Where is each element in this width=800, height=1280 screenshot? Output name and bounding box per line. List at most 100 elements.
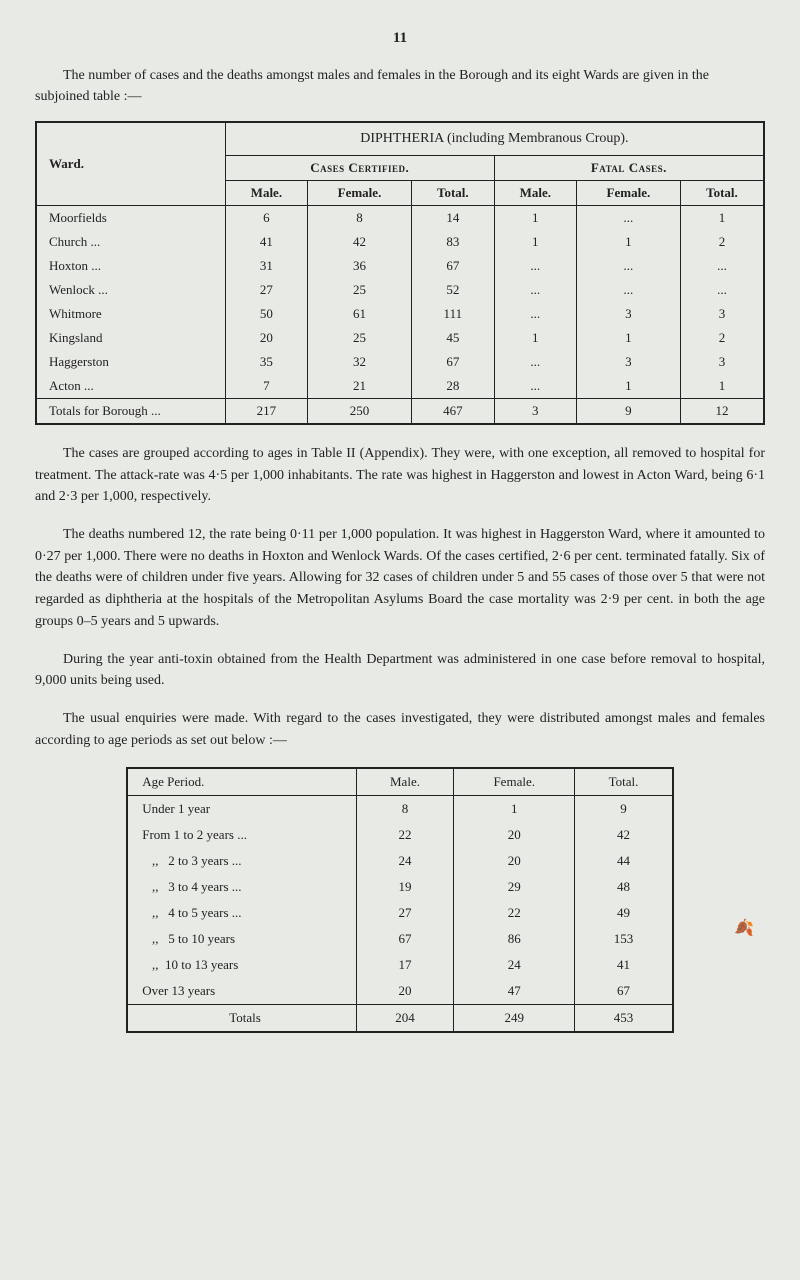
age-data-cell: 44 <box>575 848 673 874</box>
age-total-cell: 249 <box>454 1005 575 1033</box>
paragraph: The deaths numbered 12, the rate being 0… <box>35 524 765 632</box>
data-cell: ... <box>494 350 576 374</box>
ward-cell: Kingsland <box>36 326 225 350</box>
col-male: Male. <box>494 181 576 206</box>
age-data-cell: 24 <box>454 952 575 978</box>
data-cell: 2 <box>680 326 764 350</box>
table-row: Moorfields68141...1 <box>36 206 764 231</box>
paragraph: During the year anti-toxin obtained from… <box>35 649 765 692</box>
data-cell: ... <box>576 278 680 302</box>
table-row: Haggerston353267...33 <box>36 350 764 374</box>
age-table: Age Period. Male. Female. Total. Under 1… <box>126 767 674 1033</box>
age-label-cell: ,, 10 to 13 years <box>127 952 356 978</box>
ward-cell: Acton ... <box>36 374 225 399</box>
age-label-cell: Over 13 years <box>127 978 356 1005</box>
age-data-cell: 20 <box>356 978 453 1005</box>
total-cell: 3 <box>494 399 576 425</box>
data-cell: 1 <box>494 230 576 254</box>
data-cell: ... <box>494 254 576 278</box>
data-cell: 1 <box>494 206 576 231</box>
total-col: Total. <box>575 768 673 796</box>
data-cell: 35 <box>225 350 307 374</box>
age-label-cell: ,, 4 to 5 years ... <box>127 900 356 926</box>
data-cell: 3 <box>576 350 680 374</box>
age-data-cell: 9 <box>575 796 673 823</box>
data-cell: 52 <box>411 278 494 302</box>
age-row: ,, 2 to 3 years ...242044 <box>127 848 673 874</box>
data-cell: 111 <box>411 302 494 326</box>
age-label-cell: ,, 2 to 3 years ... <box>127 848 356 874</box>
data-cell: ... <box>680 278 764 302</box>
age-label-cell: From 1 to 2 years ... <box>127 822 356 848</box>
data-cell: ... <box>494 278 576 302</box>
data-cell: ... <box>494 302 576 326</box>
age-total-cell: 453 <box>575 1005 673 1033</box>
ward-cell: Church ... <box>36 230 225 254</box>
data-cell: ... <box>680 254 764 278</box>
age-data-cell: 49 <box>575 900 673 926</box>
data-cell: 67 <box>411 254 494 278</box>
table-row: Kingsland202545112 <box>36 326 764 350</box>
age-data-cell: 48 <box>575 874 673 900</box>
ward-cell: Haggerston <box>36 350 225 374</box>
age-row: ,, 10 to 13 years172441 <box>127 952 673 978</box>
data-cell: 42 <box>308 230 412 254</box>
age-row: ,, 4 to 5 years ...272249 <box>127 900 673 926</box>
data-cell: 36 <box>308 254 412 278</box>
intro-text: The number of cases and the deaths among… <box>35 65 765 107</box>
data-cell: 3 <box>576 302 680 326</box>
age-row: Over 13 years204767 <box>127 978 673 1005</box>
age-row: ,, 3 to 4 years ...192948 <box>127 874 673 900</box>
age-data-cell: 24 <box>356 848 453 874</box>
age-label-cell: ,, 5 to 10 years <box>127 926 356 952</box>
age-row: Under 1 year819 <box>127 796 673 823</box>
data-cell: 1 <box>494 326 576 350</box>
data-cell: 67 <box>411 350 494 374</box>
col-total: Total. <box>411 181 494 206</box>
data-cell: 45 <box>411 326 494 350</box>
age-headers: Age Period. Male. Female. Total. <box>127 768 673 796</box>
table-row: Whitmore5061111...33 <box>36 302 764 326</box>
data-cell: 32 <box>308 350 412 374</box>
page-number: 11 <box>35 30 765 47</box>
age-data-cell: 41 <box>575 952 673 978</box>
female-col: Female. <box>454 768 575 796</box>
data-cell: 3 <box>680 350 764 374</box>
data-cell: 1 <box>576 326 680 350</box>
data-cell: 27 <box>225 278 307 302</box>
data-cell: 50 <box>225 302 307 326</box>
age-data-cell: 20 <box>454 848 575 874</box>
data-cell: 61 <box>308 302 412 326</box>
table-row: Church ...414283112 <box>36 230 764 254</box>
age-row: From 1 to 2 years ...222042 <box>127 822 673 848</box>
data-cell: 25 <box>308 278 412 302</box>
age-data-cell: 8 <box>356 796 453 823</box>
age-row: ,, 5 to 10 years6786153 <box>127 926 673 952</box>
cases-certified-header: Cases Certified. <box>225 156 494 181</box>
age-totals-row: Totals 204 249 453 <box>127 1005 673 1033</box>
data-cell: 3 <box>680 302 764 326</box>
data-cell: 6 <box>225 206 307 231</box>
age-col: Age Period. <box>127 768 356 796</box>
age-data-cell: 42 <box>575 822 673 848</box>
data-cell: 28 <box>411 374 494 399</box>
data-cell: ... <box>576 206 680 231</box>
table-row: Hoxton ...313667......... <box>36 254 764 278</box>
table-row: Wenlock ...272552......... <box>36 278 764 302</box>
data-cell: 25 <box>308 326 412 350</box>
data-cell: 41 <box>225 230 307 254</box>
data-cell: 8 <box>308 206 412 231</box>
total-cell: 250 <box>308 399 412 425</box>
age-data-cell: 17 <box>356 952 453 978</box>
table-main-header: DIPHTHERIA (including Membranous Croup). <box>225 122 764 156</box>
data-cell: 1 <box>576 374 680 399</box>
total-cell: 217 <box>225 399 307 425</box>
total-cell: 467 <box>411 399 494 425</box>
paragraph: The usual enquiries were made. With rega… <box>35 708 765 751</box>
data-cell: 14 <box>411 206 494 231</box>
col-total: Total. <box>680 181 764 206</box>
ward-header: Ward. <box>36 122 225 206</box>
age-label-cell: Under 1 year <box>127 796 356 823</box>
age-total-cell: 204 <box>356 1005 453 1033</box>
age-data-cell: 1 <box>454 796 575 823</box>
